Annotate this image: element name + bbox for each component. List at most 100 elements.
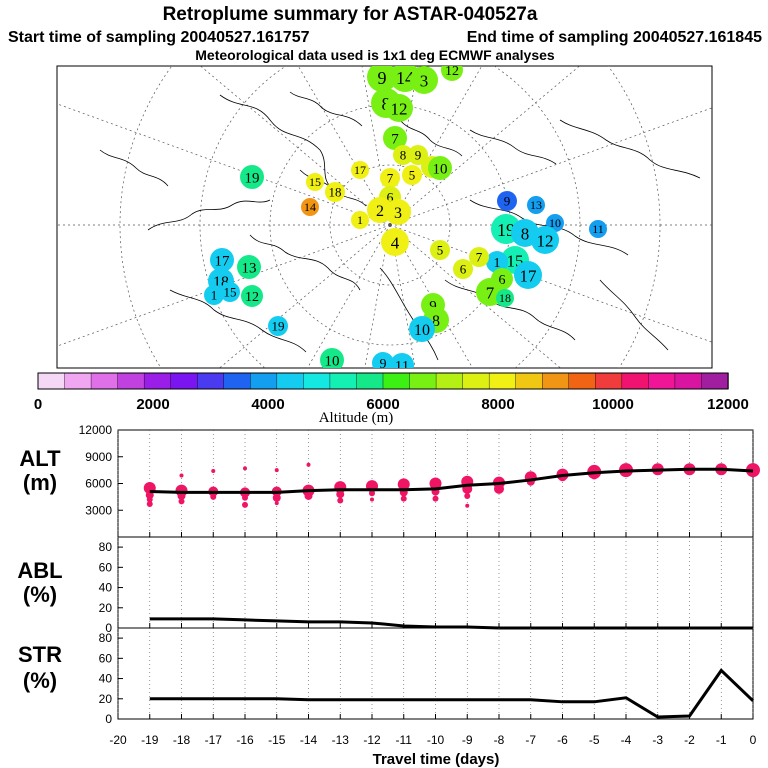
x-tick-label: -6	[557, 733, 568, 747]
map-marker-label: 19	[497, 220, 515, 240]
map-marker-label: 9	[378, 68, 387, 88]
x-tick-label: -18	[173, 733, 191, 747]
map-marker-label: 9	[504, 194, 511, 209]
altitude-point	[178, 498, 185, 505]
map-marker-label: 15	[309, 175, 321, 189]
map-marker-label: 13	[530, 198, 542, 212]
colorbar-cell	[64, 372, 92, 390]
colorbar-cell	[701, 372, 729, 390]
map-marker-label: 19	[272, 319, 285, 334]
map-marker-label: 10	[325, 354, 340, 370]
x-tick-label: -5	[589, 733, 600, 747]
percentage-line	[149, 668, 755, 719]
x-tick-label: -3	[652, 733, 663, 747]
altitude-point	[369, 490, 375, 497]
map-marker-circle	[351, 161, 369, 179]
colorbar-cell	[621, 372, 650, 390]
panel-ylabel-part: ABL	[17, 558, 62, 583]
colorbar-cell	[409, 372, 437, 390]
x-tick-label: -10	[427, 733, 445, 747]
altitude-point	[146, 496, 153, 503]
x-tick-label: -19	[141, 733, 159, 747]
y-tick-label: 80	[99, 540, 113, 554]
map-marker-label: 17	[215, 254, 231, 270]
map-marker-label: 11	[592, 222, 604, 236]
y-tick-label: 80	[99, 631, 113, 645]
map-marker-circle	[527, 196, 545, 214]
y-tick-label: 20	[99, 601, 113, 615]
map-marker-circle	[383, 126, 407, 150]
longitude-line	[307, 224, 391, 368]
map-marker-circle	[496, 289, 514, 307]
panel-ylabel-part: (%)	[23, 668, 57, 693]
colorbar-cell	[568, 372, 597, 390]
map-marker-circle	[402, 165, 422, 185]
panel-ylabel-part: STR	[18, 642, 62, 667]
colorbar-cell	[382, 372, 411, 390]
map-marker-label: 3	[420, 72, 429, 91]
x-tick-label: -17	[205, 733, 223, 747]
map-marker-circle	[497, 191, 517, 211]
percentage-line	[149, 617, 753, 630]
altitude-point	[429, 477, 442, 490]
altitude-point	[242, 501, 248, 508]
panel-0: ALT(m) 3000 6000 9000 12000	[19, 423, 760, 538]
altitude-point	[494, 483, 504, 494]
y-tick-label: 3000	[85, 503, 112, 517]
altitude-point	[272, 493, 281, 502]
map-marker-circle	[237, 255, 261, 279]
colorbar-cell	[674, 372, 703, 390]
altitude-point	[432, 495, 439, 502]
figure-title: Retroplume summary for ASTAR-040527a	[163, 4, 538, 25]
map-marker-circle	[410, 66, 438, 94]
x-tick-label: -14	[300, 733, 318, 747]
map-marker-label: 12	[391, 100, 408, 119]
map-marker-label: 12	[245, 290, 259, 305]
colorbar-cell	[303, 372, 331, 390]
map-marker-label: 10	[549, 216, 561, 230]
colorbar-cell	[250, 372, 278, 390]
altitude-point	[370, 497, 374, 502]
colorbar-tick-label: 10000	[592, 396, 634, 413]
map-marker-label: 11	[395, 359, 409, 375]
panel-ylabel-part: ALT	[19, 446, 61, 471]
altitude-point	[337, 497, 344, 504]
map-marker-label: 8	[432, 313, 440, 330]
altitude-point	[211, 469, 216, 474]
map-marker-circle	[441, 66, 463, 81]
map-marker-circle	[430, 240, 450, 260]
colorbar-cell	[435, 372, 464, 390]
panel-ylabel-part: (%)	[23, 582, 57, 607]
time-series-panels: ALT(m)30006000900012000ABL(%)020406080ST…	[17, 423, 760, 747]
map-marker-label: 2	[376, 203, 384, 220]
map-marker-label: 10	[414, 322, 430, 339]
colorbar-tick-label: 0	[34, 396, 42, 413]
map-marker-circle	[531, 226, 559, 254]
x-tick-label: -9	[462, 733, 473, 747]
altitude-point	[146, 501, 153, 508]
longitude-line	[364, 224, 391, 368]
map-marker-circle	[385, 199, 411, 225]
y-tick-label: 0	[105, 621, 112, 635]
map-marker-label: 18	[499, 291, 511, 305]
map-marker-label: 4	[391, 234, 400, 253]
map-marker-circle	[469, 247, 489, 267]
altitude-point	[243, 466, 247, 471]
map-marker-label: 1	[357, 213, 363, 227]
y-tick-label: 40	[99, 581, 113, 595]
map-marker-label: 9	[380, 357, 387, 372]
x-tick-label: -20	[109, 733, 127, 747]
colorbar-tick-label: 6000	[366, 396, 399, 413]
colorbar-tick-label: 2000	[136, 396, 169, 413]
colorbar-cell	[37, 372, 66, 390]
x-tick-label: -13	[332, 733, 350, 747]
colorbar-tick-label: 4000	[251, 396, 284, 413]
map-marker-circle	[409, 316, 435, 342]
y-tick-label: 60	[99, 651, 113, 665]
map-marker-circle	[453, 259, 473, 279]
map-marker-label: 13	[242, 261, 257, 277]
colorbar-cell	[276, 372, 305, 390]
map-marker-label: 9	[415, 148, 422, 163]
map-marker-label: 7	[391, 132, 399, 148]
panel-ylabel-part: (m)	[23, 470, 57, 495]
